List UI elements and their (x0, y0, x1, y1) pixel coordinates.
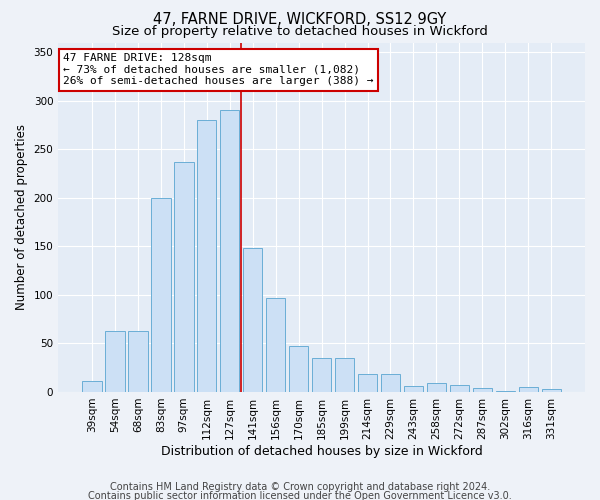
Bar (449, 385, 469, 392)
Y-axis label: Number of detached properties: Number of detached properties (15, 124, 28, 310)
Bar (174, 162, 194, 392)
Bar (427, 383, 446, 392)
Bar (82, 382, 101, 392)
Bar (243, 248, 262, 392)
X-axis label: Distribution of detached houses by size in Wickford: Distribution of detached houses by size … (161, 444, 482, 458)
Bar (128, 331, 148, 392)
Bar (335, 358, 355, 392)
Bar (404, 386, 423, 392)
Bar (151, 198, 170, 392)
Bar (312, 358, 331, 392)
Text: Size of property relative to detached houses in Wickford: Size of property relative to detached ho… (112, 25, 488, 38)
Bar (542, 389, 561, 392)
Text: Contains public sector information licensed under the Open Government Licence v3: Contains public sector information licen… (88, 491, 512, 500)
Bar (358, 374, 377, 392)
Text: Contains HM Land Registry data © Crown copyright and database right 2024.: Contains HM Land Registry data © Crown c… (110, 482, 490, 492)
Text: 47, FARNE DRIVE, WICKFORD, SS12 9GY: 47, FARNE DRIVE, WICKFORD, SS12 9GY (154, 12, 446, 28)
Bar (197, 120, 217, 392)
Bar (289, 346, 308, 392)
Text: 47 FARNE DRIVE: 128sqm
← 73% of detached houses are smaller (1,082)
26% of semi-: 47 FARNE DRIVE: 128sqm ← 73% of detached… (64, 53, 374, 86)
Bar (381, 374, 400, 392)
Bar (496, 391, 515, 392)
Bar (266, 298, 286, 392)
Bar (220, 110, 239, 392)
Bar (518, 387, 538, 392)
Bar (105, 331, 125, 392)
Bar (473, 388, 492, 392)
